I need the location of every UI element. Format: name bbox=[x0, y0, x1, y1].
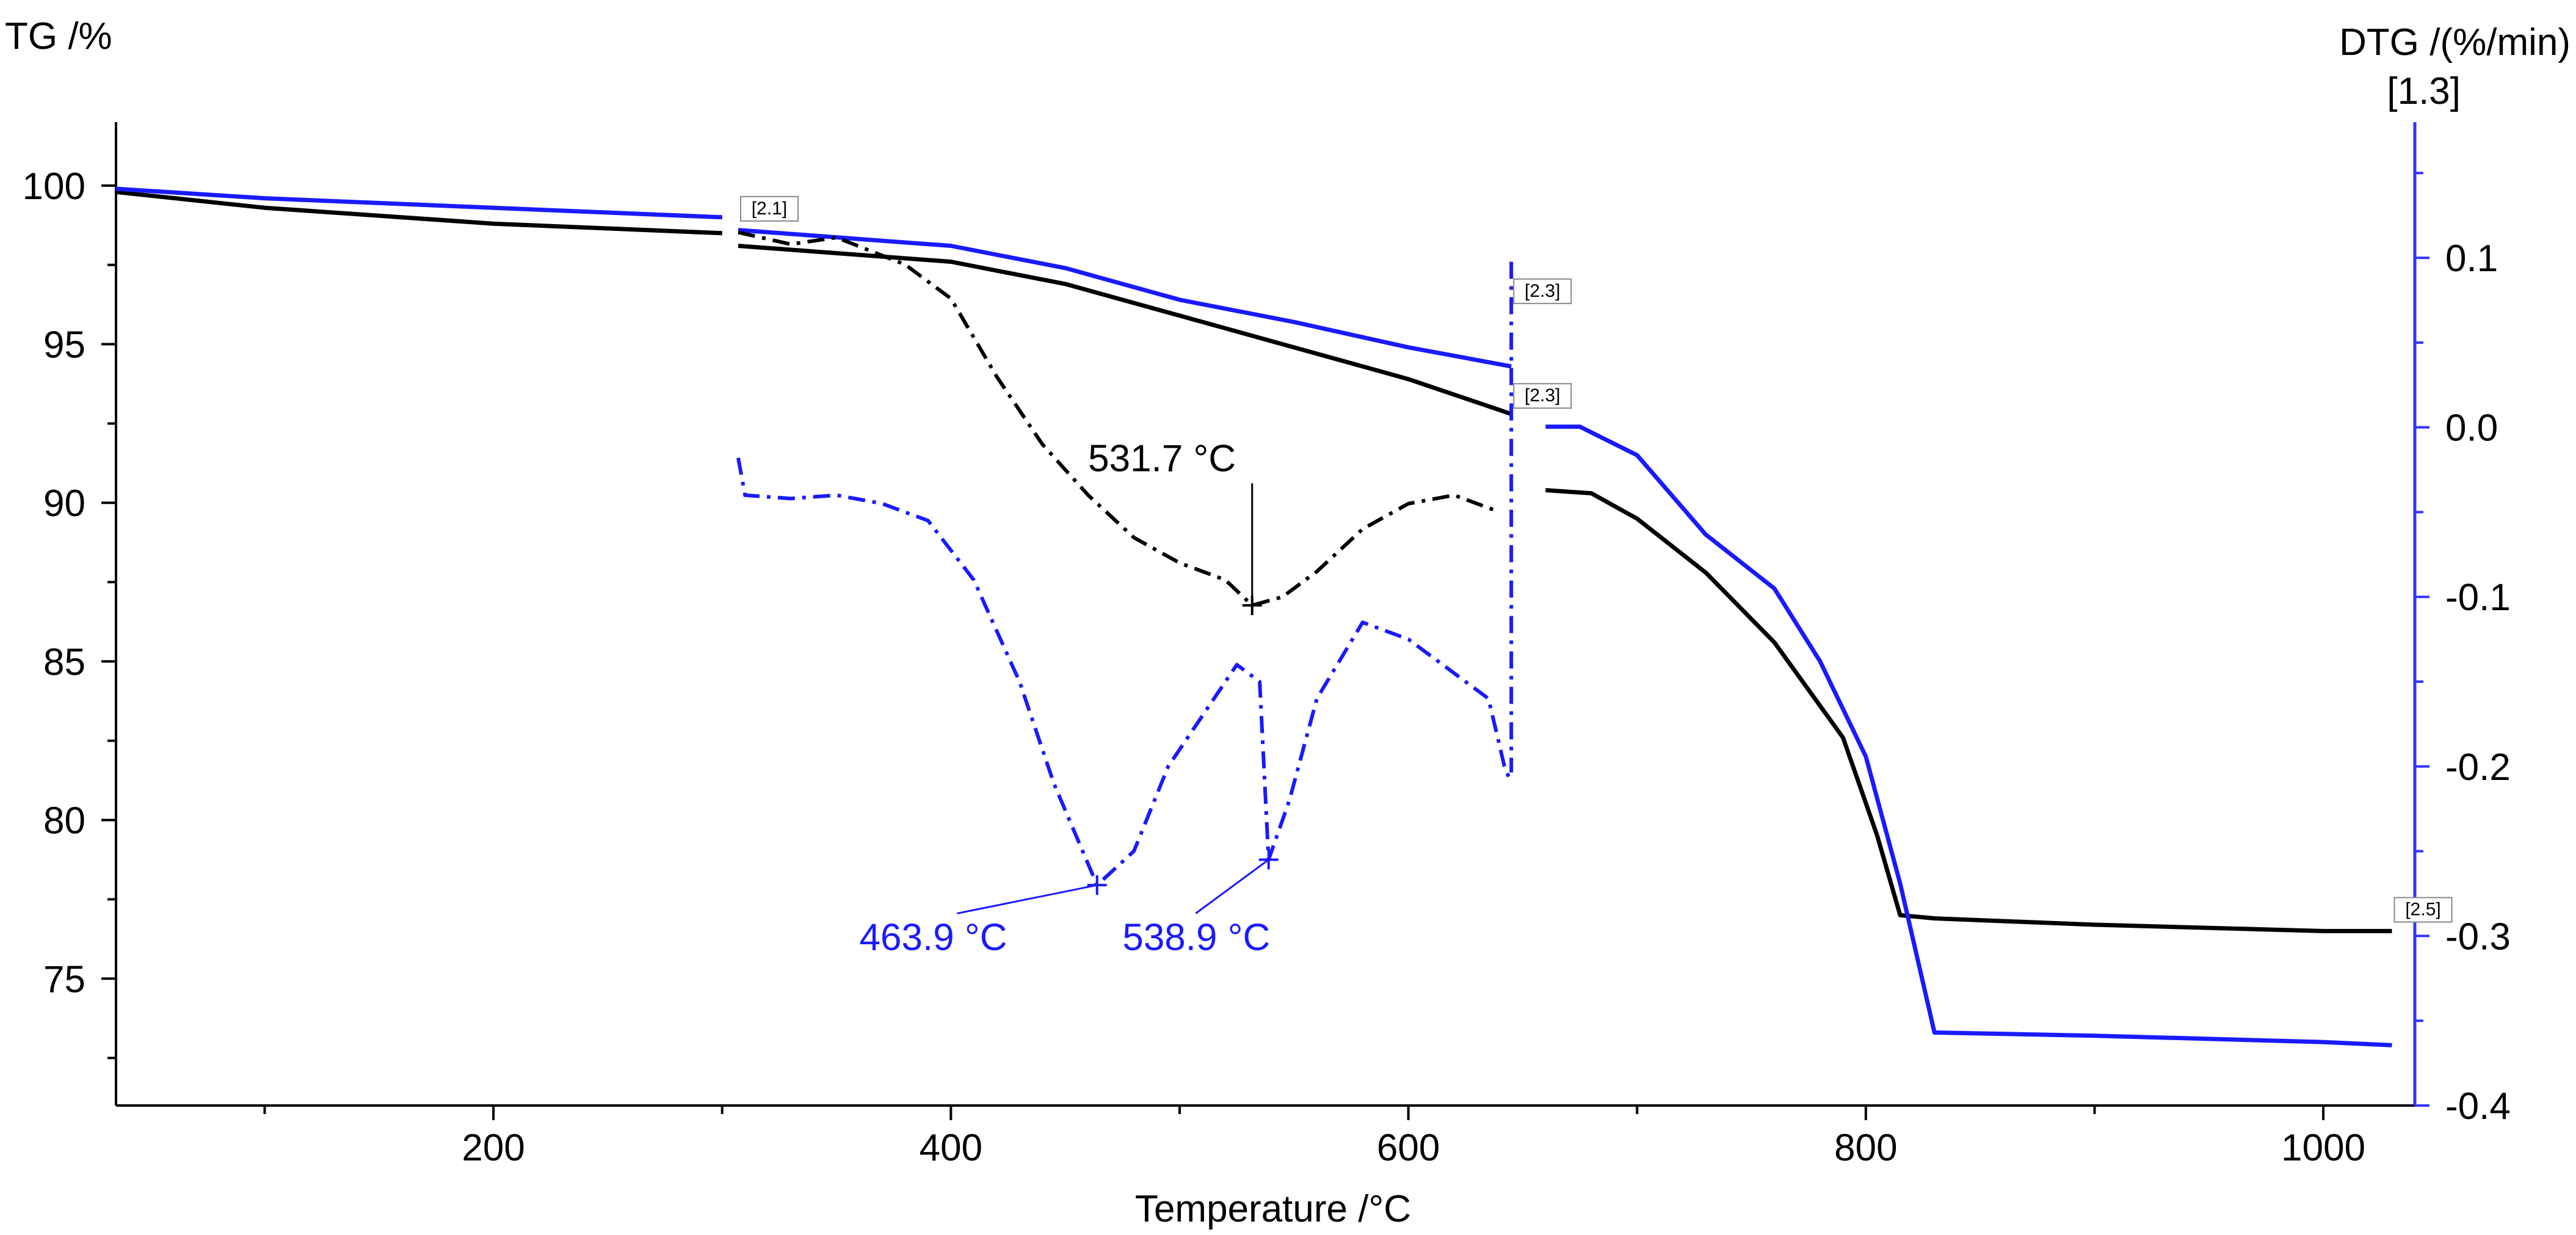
segment-marker-box bbox=[1513, 383, 1572, 409]
y-right-tick-label: -0.1 bbox=[2445, 577, 2511, 619]
segment-marker-label: [2.1] bbox=[752, 199, 787, 219]
y-right-axis-id: [1.3] bbox=[2387, 70, 2461, 112]
segment-marker-label: [2.3] bbox=[1525, 385, 1560, 406]
segment-marker-box bbox=[739, 195, 799, 222]
y-right-tick-label: -0.3 bbox=[2445, 916, 2511, 958]
peak-leader-line bbox=[957, 884, 1098, 914]
x-tick-label: 200 bbox=[462, 1127, 524, 1169]
x-tick-label: 600 bbox=[1377, 1127, 1440, 1169]
series-line-tg-black bbox=[738, 244, 1512, 417]
y-right-tick-label: -0.4 bbox=[2445, 1085, 2511, 1128]
peak-annotation-label: 463.9 °C bbox=[860, 917, 1007, 959]
x-tick-label: 1000 bbox=[2281, 1127, 2365, 1169]
segment-marker-label: [2.3] bbox=[1525, 281, 1560, 301]
series-line-tg-black bbox=[1545, 488, 2392, 933]
y-left-tick-label: 85 bbox=[43, 641, 85, 683]
y-right-axis-title: DTG /(%/min) bbox=[2339, 21, 2571, 64]
peak-annotation-label: 531.7 °C bbox=[1088, 437, 1236, 479]
series-line-dtg-black bbox=[738, 230, 1501, 608]
y-right-tick-label: -0.2 bbox=[2445, 746, 2511, 789]
y-left-tick-label: 95 bbox=[43, 324, 85, 366]
series-line-tg-blue bbox=[1545, 424, 2392, 1047]
peak-annotation-label: 538.9 °C bbox=[1122, 917, 1270, 959]
y-left-tick-label: 100 bbox=[23, 166, 85, 208]
x-tick-label: 400 bbox=[920, 1127, 982, 1169]
x-axis-title: Temperature /°C bbox=[1135, 1188, 1411, 1230]
segment-marker-box bbox=[1513, 278, 1572, 304]
y-left-axis-title: TG /% bbox=[5, 15, 112, 57]
segment-marker-label: [2.5] bbox=[2405, 900, 2440, 920]
annotation-layer: [2.1] [2.3] [2.3] [2.5] 531.7 °C 463.9 °C 538.… bbox=[739, 195, 2453, 959]
y-left-tick-label: 75 bbox=[43, 958, 85, 1000]
series-line-dtg-blue bbox=[736, 457, 1513, 887]
segment-marker-box bbox=[2393, 897, 2453, 923]
series-line-tg-blue bbox=[738, 228, 1512, 369]
y-right-tick-label: 0.0 bbox=[2445, 407, 2498, 450]
axes-layer: 200 400 600 800 1000 75 80 85 90 95 100 0.1 0.0 -0.1 -… bbox=[23, 122, 2511, 1169]
y-left-tick-label: 90 bbox=[43, 483, 85, 525]
peak-leader-line bbox=[1195, 859, 1269, 914]
series-line-tg-black bbox=[115, 189, 722, 236]
x-tick-label: 800 bbox=[1834, 1127, 1897, 1169]
series-layer bbox=[115, 186, 2392, 1047]
y-right-tick-label: 0.1 bbox=[2445, 238, 2498, 280]
y-left-tick-label: 80 bbox=[43, 800, 85, 842]
series-line-tg-blue bbox=[115, 186, 722, 220]
